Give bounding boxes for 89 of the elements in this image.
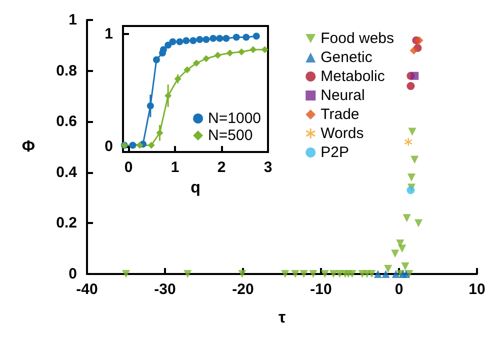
point [226,50,234,56]
point [182,37,190,44]
point [129,142,136,149]
point [136,142,144,149]
legend-label: P2P [320,144,349,161]
point [348,270,356,278]
y-tick-label: 0.4 [56,164,78,181]
point [368,270,376,278]
legend-label: Neural [320,87,365,104]
point [216,34,224,42]
legend-label: Metabolic [320,68,386,85]
point [252,32,260,40]
point [242,34,250,41]
legend-label: N=1000 [208,110,262,127]
x-tick-label: 2 [217,159,226,176]
point [174,75,182,82]
point [160,46,167,54]
point [336,270,344,278]
point [410,156,419,164]
point [202,36,210,43]
x-tick-label: -30 [154,281,176,298]
point [214,52,222,59]
y-tick-label: 0 [68,266,77,282]
point [176,38,184,46]
point [210,34,217,42]
point [250,46,257,54]
point [401,262,410,270]
x-tick-label: 10 [468,281,486,298]
point [300,270,308,278]
legend-label: Trade [320,106,360,123]
point [309,270,318,278]
point [404,138,412,146]
legend-label: Food webs [320,30,394,47]
point [410,46,418,54]
point [384,264,392,273]
point [146,102,154,110]
point [190,37,197,44]
point [222,34,230,42]
point [320,270,329,278]
point [408,128,416,136]
point [291,270,300,278]
x-tick-label: -20 [232,281,254,298]
y-tick-label: 0.2 [56,214,77,232]
point [407,173,416,182]
y-tick-label: 0.8 [56,62,77,80]
point [402,214,411,222]
y-axis-title: Φ [22,138,35,156]
point [238,270,246,278]
point [382,270,390,278]
point [329,270,338,278]
point [406,82,415,90]
point [374,270,382,278]
y-tick-label: 1 [68,12,77,28]
x-tick-label: 0 [124,159,133,176]
point [238,48,246,56]
point [152,56,160,64]
x-tick-label: 1 [170,159,180,176]
point [184,66,191,74]
point [192,60,200,67]
y-tick-label: 0.6 [56,113,77,130]
point [164,42,172,49]
point [415,36,424,44]
point [391,250,400,258]
legend-label: Words [320,125,364,142]
point [169,38,176,46]
point [410,72,419,80]
point [202,55,210,62]
x-axis-title: τ [278,310,286,326]
point [196,36,204,43]
legend-label: Genetic [320,49,373,66]
x-tick-label: -40 [76,281,98,298]
x-tick-label: 3 [264,159,272,176]
point [148,142,155,149]
x-tick-label: 0 [394,281,404,298]
x-axis-title: q [190,179,200,196]
point [261,46,268,54]
point [122,270,130,278]
point [281,270,290,278]
point [184,270,192,278]
point [406,186,415,194]
x-tick-label: -10 [310,281,332,298]
point [398,244,406,253]
point [156,129,164,136]
point [392,270,400,278]
point [402,270,410,278]
point [414,219,422,228]
point [164,92,172,100]
legend-label: N=500 [208,127,253,144]
point [232,34,240,41]
